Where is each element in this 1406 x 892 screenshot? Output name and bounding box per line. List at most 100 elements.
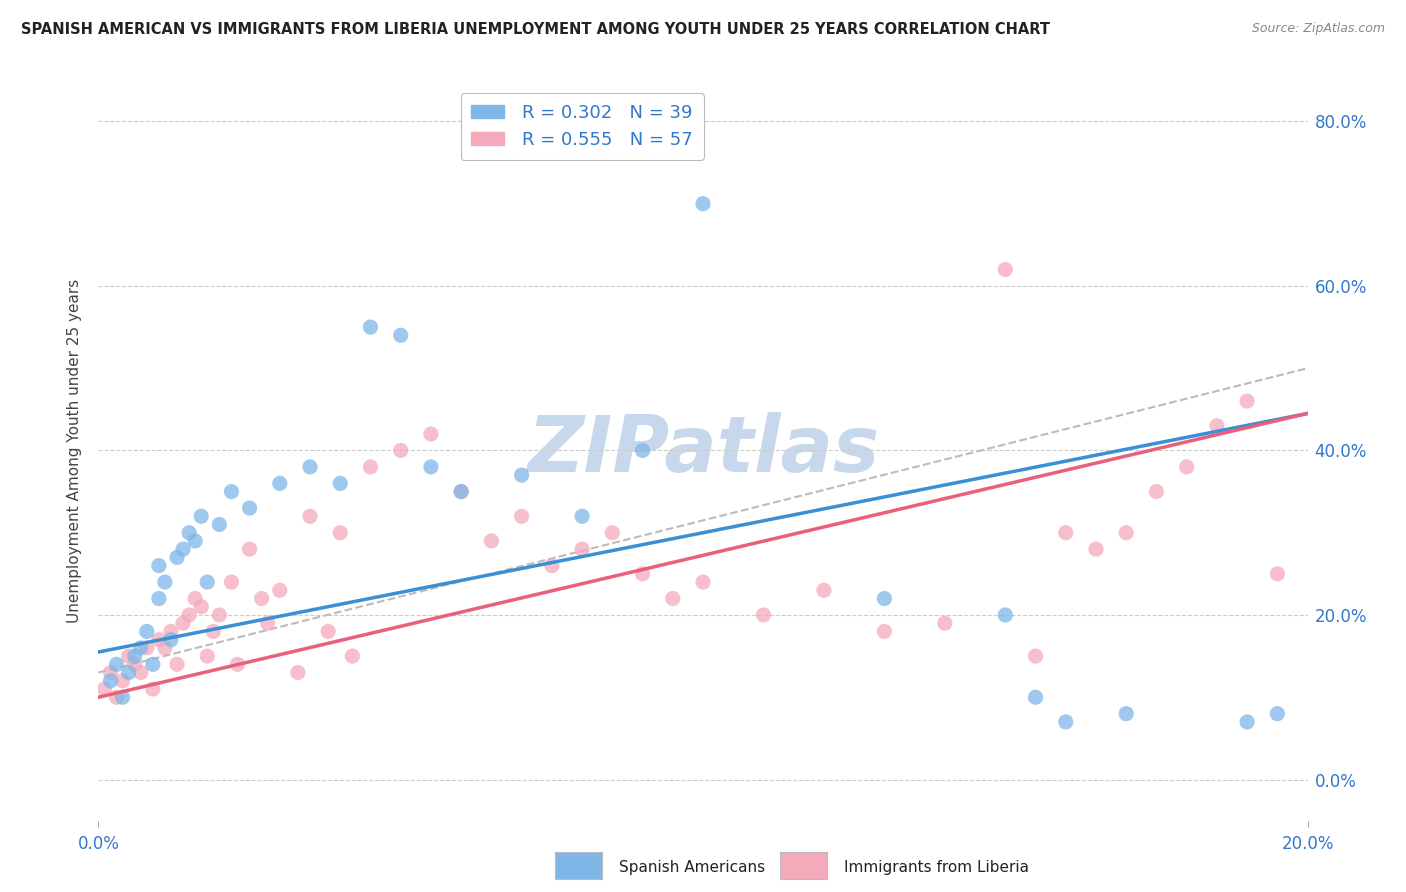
Point <box>1175 459 1198 474</box>
Point <box>111 690 134 705</box>
Point <box>166 550 188 565</box>
Point <box>1115 525 1137 540</box>
Point <box>1115 706 1137 721</box>
Point <box>571 542 593 557</box>
Point <box>250 591 273 606</box>
Point <box>148 632 170 647</box>
Text: ZIPatlas: ZIPatlas <box>527 412 879 489</box>
Point <box>239 501 262 516</box>
Point <box>994 262 1017 277</box>
Point <box>160 624 183 639</box>
Y-axis label: Unemployment Among Youth under 25 years: Unemployment Among Youth under 25 years <box>67 278 83 623</box>
Point <box>631 443 654 458</box>
Point <box>287 665 309 680</box>
Point <box>142 657 165 672</box>
Point <box>1144 484 1167 499</box>
Point <box>1024 649 1046 664</box>
Point <box>329 525 352 540</box>
Point <box>420 427 443 442</box>
Point <box>208 517 231 532</box>
Point <box>360 320 382 334</box>
Point <box>100 665 122 680</box>
Point <box>166 657 188 672</box>
Point <box>1054 714 1077 729</box>
Point <box>1267 566 1289 581</box>
Point <box>226 657 249 672</box>
Point <box>934 616 956 631</box>
Point <box>389 328 412 343</box>
Point <box>195 649 218 664</box>
Point <box>602 525 624 540</box>
Text: Immigrants from Liberia: Immigrants from Liberia <box>844 860 1029 874</box>
Point <box>389 443 412 458</box>
Point <box>1267 706 1289 721</box>
Point <box>1085 542 1108 557</box>
Point <box>93 681 115 696</box>
Point <box>105 690 128 705</box>
Point <box>202 624 225 639</box>
Point <box>172 616 194 631</box>
Point <box>118 665 141 680</box>
Point <box>299 459 322 474</box>
Point <box>510 509 533 524</box>
Text: Spanish Americans: Spanish Americans <box>619 860 765 874</box>
Point <box>1236 394 1258 409</box>
Point <box>1024 690 1046 705</box>
Point <box>135 640 157 655</box>
Point <box>195 575 218 590</box>
Point <box>256 616 278 631</box>
Point <box>661 591 683 606</box>
Point <box>692 575 714 590</box>
Point <box>190 509 212 524</box>
Point <box>316 624 339 639</box>
Point <box>329 476 352 491</box>
Point <box>873 624 896 639</box>
Point <box>124 649 146 664</box>
Point <box>148 558 170 573</box>
Point <box>450 484 472 499</box>
Point <box>269 583 291 598</box>
Point <box>129 665 152 680</box>
Text: SPANISH AMERICAN VS IMMIGRANTS FROM LIBERIA UNEMPLOYMENT AMONG YOUTH UNDER 25 YE: SPANISH AMERICAN VS IMMIGRANTS FROM LIBE… <box>21 22 1050 37</box>
Point <box>190 599 212 614</box>
Point <box>1236 714 1258 729</box>
Point <box>692 196 714 211</box>
Point <box>111 673 134 688</box>
Point <box>105 657 128 672</box>
Point <box>118 649 141 664</box>
Point <box>571 509 593 524</box>
Point <box>239 542 262 557</box>
Point <box>1206 418 1229 433</box>
Point <box>184 591 207 606</box>
Point <box>160 632 183 647</box>
Point <box>184 533 207 548</box>
Point <box>153 640 176 655</box>
Point <box>208 607 231 622</box>
Point <box>342 649 364 664</box>
Point <box>752 607 775 622</box>
Point <box>135 624 157 639</box>
Point <box>360 459 382 474</box>
Point <box>221 575 243 590</box>
Legend: R = 0.302   N = 39, R = 0.555   N = 57: R = 0.302 N = 39, R = 0.555 N = 57 <box>461 93 703 160</box>
Point <box>179 607 201 622</box>
Point <box>269 476 291 491</box>
Point <box>813 583 835 598</box>
Point <box>510 468 533 483</box>
Point <box>481 533 503 548</box>
Point <box>153 575 176 590</box>
Text: Source: ZipAtlas.com: Source: ZipAtlas.com <box>1251 22 1385 36</box>
Point <box>124 657 146 672</box>
Point <box>873 591 896 606</box>
Point <box>221 484 243 499</box>
Point <box>1054 525 1077 540</box>
Point <box>299 509 322 524</box>
Point <box>450 484 472 499</box>
Point <box>100 673 122 688</box>
Point <box>172 542 194 557</box>
Point <box>148 591 170 606</box>
Point <box>540 558 562 573</box>
Point <box>179 525 201 540</box>
Point <box>142 681 165 696</box>
Point <box>994 607 1017 622</box>
